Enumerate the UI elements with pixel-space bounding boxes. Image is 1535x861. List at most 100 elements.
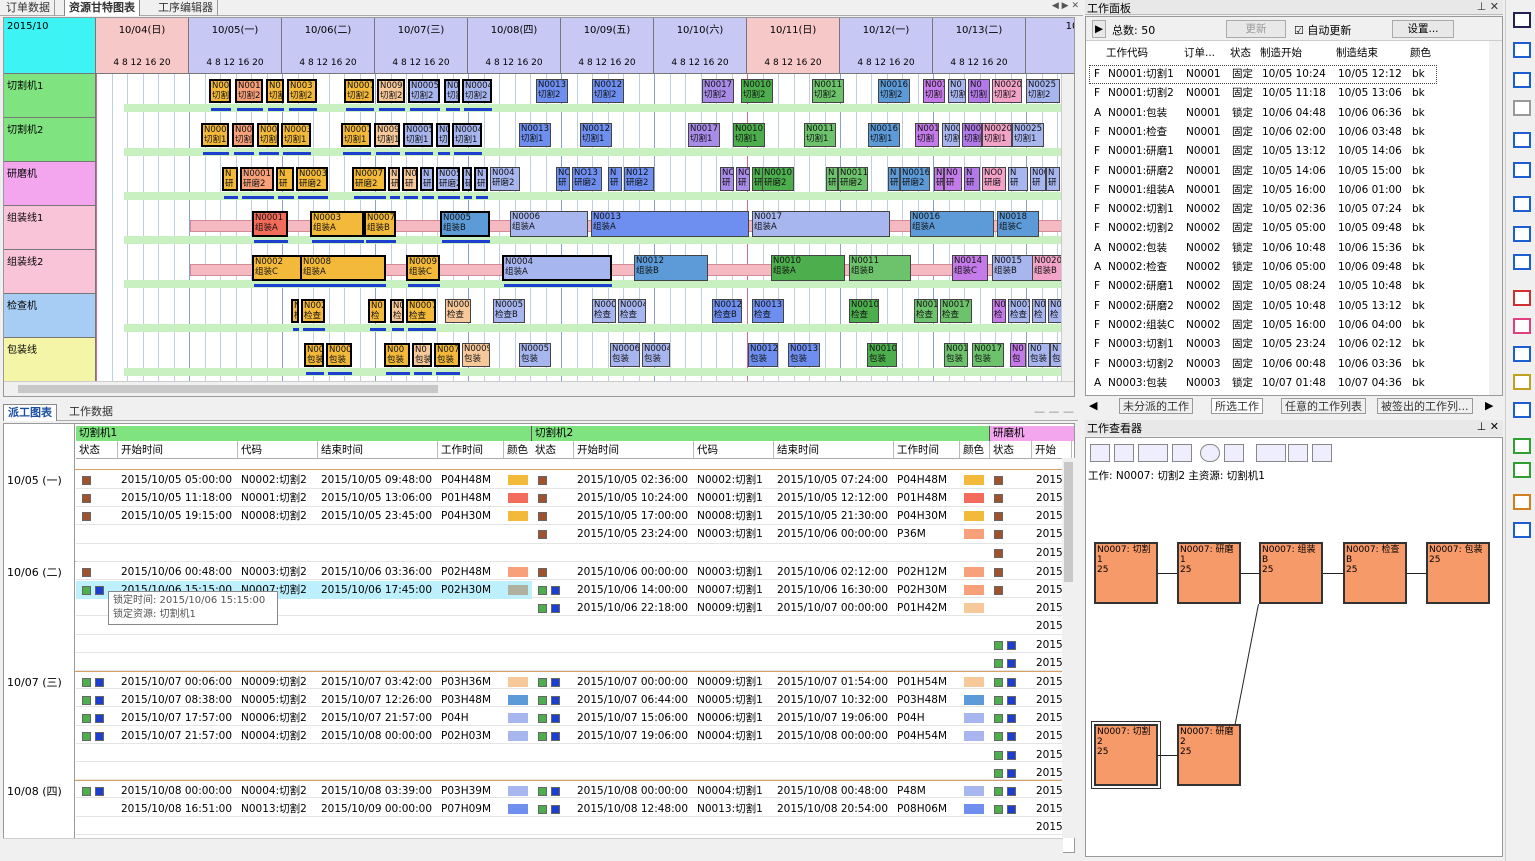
layout-tree-icon[interactable] bbox=[1090, 444, 1110, 462]
gantt-task-bar[interactable]: N0001 组装A bbox=[252, 211, 288, 237]
dispatch-row[interactable]: 2015 bbox=[990, 727, 1070, 745]
dispatch-row[interactable]: 2015 bbox=[990, 544, 1070, 562]
gantt-task-bar[interactable]: N0007 检查 bbox=[406, 299, 436, 323]
gantt-task-bar[interactable]: NO 研 bbox=[556, 167, 570, 191]
gantt-task-bar[interactable]: NO13 研磨2 bbox=[572, 167, 602, 191]
gantt-task-bar[interactable]: N0004 组装A bbox=[502, 255, 612, 281]
tab-selected-work[interactable]: 所选工作 bbox=[1211, 398, 1263, 414]
gantt-resource-label[interactable]: 包装线 bbox=[4, 338, 96, 382]
dispatch-column-header[interactable]: 代码 bbox=[694, 441, 774, 459]
gantt-task-bar[interactable]: N0013 切割1 bbox=[519, 123, 551, 147]
dispatch-row[interactable]: 2015/10/07 00:00:00 N0009:切割1 2015/10/07 0… bbox=[532, 673, 988, 691]
gantt-vertical-scrollbar[interactable] bbox=[1061, 74, 1074, 382]
work-panel-scrollbar[interactable] bbox=[1489, 41, 1502, 395]
gantt-task-bar[interactable]: N0003 研磨2 bbox=[296, 167, 328, 191]
dispatch-row[interactable]: 2015/10/07 21:57:00 N0004:切割2 2015/10/08 0… bbox=[76, 727, 532, 745]
gantt-task-bar[interactable]: N0 检 bbox=[1048, 299, 1062, 323]
gantt-task-bar[interactable]: N0005 组装B bbox=[440, 211, 490, 237]
gantt-task-bar[interactable]: N0011 切割2 bbox=[812, 79, 844, 103]
gantt-task-bar[interactable]: N009 切割2 bbox=[377, 79, 405, 103]
gantt-task-bar[interactable]: N0009 组装C bbox=[406, 255, 440, 281]
gantt-task-bar[interactable]: N0 切 bbox=[436, 123, 450, 147]
gantt-task-bar[interactable]: N0015 组装B bbox=[992, 255, 1034, 281]
gantt-task-bar[interactable]: N0017 切割2 bbox=[702, 79, 734, 103]
work-panel-column-header[interactable]: 颜色 bbox=[1410, 47, 1431, 59]
gantt-task-bar[interactable]: N0004 切割1 bbox=[452, 123, 482, 147]
dispatch-row[interactable]: 2015 bbox=[990, 673, 1070, 691]
work-panel-row[interactable]: F N0002:切割2 N0002 固定 10/05 05:00 10/05 09:48 b… bbox=[1090, 219, 1485, 238]
dispatch-row[interactable]: 2015 bbox=[990, 489, 1070, 507]
gantt-task-bar[interactable]: N00 切割 bbox=[257, 123, 279, 147]
gantt-horizontal-scrollbar[interactable] bbox=[4, 381, 1074, 396]
dispatch-row[interactable]: 2015 bbox=[990, 581, 1070, 599]
dispatch-column-header[interactable]: 开始 bbox=[1032, 441, 1072, 459]
dispatch-row[interactable]: 2015/10/06 14:00:00 N0007:切割1 2015/10/06 1… bbox=[532, 581, 988, 599]
process-node[interactable]: N0007: 组装B 25 bbox=[1259, 542, 1323, 604]
dispatch-row[interactable]: 2015/10/08 00:00:00 N0004:切割1 2015/10/08 0… bbox=[532, 782, 988, 800]
layout-list-icon[interactable] bbox=[1172, 444, 1192, 462]
gantt-task-bar[interactable]: N002 检查 bbox=[301, 299, 325, 323]
gantt-task-bar[interactable]: N0016 组装A bbox=[910, 211, 994, 237]
gantt-task-bar[interactable]: N012 研磨2 bbox=[624, 167, 654, 191]
gantt-resource-label[interactable]: 组装线1 bbox=[4, 206, 96, 250]
area-chart-icon[interactable] bbox=[1513, 346, 1531, 362]
dispatch-row[interactable]: 2015/10/05 11:18:00 N0001:切割2 2015/10/05 1… bbox=[76, 489, 532, 507]
gantt-task-bar[interactable]: N0012 包装 bbox=[748, 343, 778, 367]
dispatch-scroll-thumb[interactable] bbox=[1064, 462, 1073, 582]
dispatch-row[interactable]: 2015/10/05 23:24:00 N0003:切割1 2015/10/06 0… bbox=[532, 525, 988, 543]
gantt-task-bar[interactable]: N0002包装 bbox=[326, 343, 352, 367]
gantt-resource-label[interactable]: 切割机1 bbox=[4, 74, 96, 118]
gantt-task-bar[interactable]: N0013 组装A bbox=[591, 211, 749, 237]
panel-icon[interactable] bbox=[1513, 162, 1531, 178]
gantt-task-bar[interactable]: N0016 切割1 bbox=[868, 123, 900, 147]
gantt-task-bar[interactable]: N00研 bbox=[402, 167, 418, 191]
gantt-task-bar[interactable]: N0004 切割2 bbox=[462, 79, 492, 103]
work-panel-row[interactable]: A N0003:包装 N0003 锁定 10/07 01:48 10/07 04:36 bk bbox=[1090, 374, 1485, 393]
gantt-task-bar[interactable]: N0012 检查B bbox=[712, 299, 742, 323]
dispatch-row[interactable]: 2015 bbox=[990, 782, 1070, 800]
work-panel-column-header[interactable]: 状态 bbox=[1230, 47, 1251, 59]
work-panel-row[interactable]: F N0001:研磨1 N0001 固定 10/05 13:12 10/05 14:06 b… bbox=[1090, 142, 1485, 161]
update-button[interactable]: 更新 bbox=[1226, 20, 1286, 38]
dispatch-row[interactable]: 2015/10/05 05:00:00 N0002:切割2 2015/10/05 0… bbox=[76, 471, 532, 489]
work-panel-row[interactable]: F N0001:组装A N0001 固定 10/05 16:00 10/06 01:00 b… bbox=[1090, 181, 1485, 200]
gantt-task-bar[interactable]: N0017 包装 bbox=[972, 343, 1004, 367]
gantt-task-bar[interactable]: N0020 切割2 bbox=[992, 79, 1022, 103]
gantt-task-bar[interactable]: N000 检查 bbox=[592, 299, 616, 323]
dispatch-row[interactable]: 2015 bbox=[990, 709, 1070, 727]
dispatch-row[interactable]: 2015/10/07 00:06:00 N0009:切割2 2015/10/07 0… bbox=[76, 673, 532, 691]
gantt-task-bar[interactable]: N0010 研磨2 bbox=[762, 167, 794, 191]
dispatch-column-header[interactable]: 状态 bbox=[532, 441, 574, 459]
process-node[interactable]: N0007: 包装 25 bbox=[1426, 542, 1490, 604]
panel-controls[interactable]: — — — bbox=[1034, 405, 1074, 418]
work-panel-row[interactable]: F N0001:检查 N0001 固定 10/06 02:00 10/06 03:48 bk bbox=[1090, 123, 1485, 142]
layers-icon[interactable] bbox=[1513, 522, 1531, 538]
tab-left-arrow-icon[interactable]: ◀ bbox=[1089, 399, 1098, 412]
work-panel-row[interactable]: F N0003:切割1 N0003 固定 10/05 23:24 10/06 02:12 b… bbox=[1090, 335, 1485, 354]
work-panel-column-header[interactable]: 工作代码 bbox=[1106, 47, 1148, 59]
gantt-task-bar[interactable]: N007 包装 bbox=[434, 343, 460, 367]
dispatch-row[interactable]: 2015/10/06 00:48:00 N0003:切割2 2015/10/06 0… bbox=[76, 563, 532, 581]
dispatch-row[interactable]: 2015/10/06 00:00:00 N0003:切割1 2015/10/06 0… bbox=[532, 563, 988, 581]
gantt-task-bar[interactable]: N0 包装 bbox=[412, 343, 432, 367]
dispatch-row[interactable]: 2015 bbox=[990, 764, 1070, 782]
work-panel-row[interactable]: F N0002:切割1 N0002 固定 10/05 02:36 10/05 07:24 b… bbox=[1090, 200, 1485, 219]
close-x-icon[interactable] bbox=[1513, 12, 1531, 28]
gantt-resource-label[interactable]: 组装线2 bbox=[4, 250, 96, 294]
tab-unassigned-work[interactable]: 未分派的工作 bbox=[1119, 398, 1193, 414]
gantt-task-bar[interactable]: N00 切割 bbox=[209, 79, 231, 103]
gantt-task-bar[interactable]: N00 包装 bbox=[304, 343, 324, 367]
gantt-task-bar[interactable]: N0005 包装 bbox=[519, 343, 551, 367]
color-bars-icon[interactable] bbox=[1513, 318, 1531, 334]
work-panel-row[interactable]: A N0002:包装 N0002 锁定 10/06 10:48 10/06 15:36 bk bbox=[1090, 239, 1485, 258]
gantt-scroll-thumb[interactable] bbox=[18, 385, 438, 393]
